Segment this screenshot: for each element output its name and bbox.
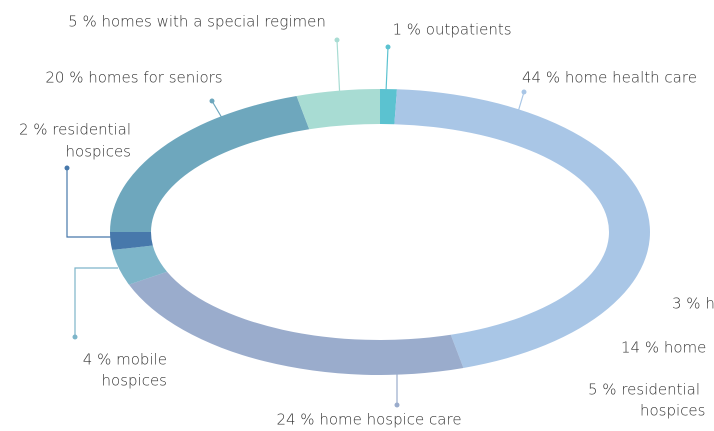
leader-line [66,168,113,238]
donut-segment [112,245,168,285]
data-label: hospices [66,143,131,161]
leader-line [74,267,118,337]
leader-dot [521,89,527,95]
clipped-label: 5 % residential [588,381,700,399]
leader-dot [334,37,340,43]
data-label: 24 % home hospice care [276,411,461,429]
leader-dot [385,44,391,50]
leader-dot [72,334,78,340]
donut-segment [128,271,464,375]
data-label: hospices [102,372,167,390]
data-label: 4 % mobile [83,351,167,369]
data-label: 20 % homes for seniors [45,69,222,87]
leader-line [517,91,525,113]
leader-dot [209,98,215,104]
clipped-label: 3 % h [672,295,714,313]
data-label: 1 % outpatients [392,21,511,39]
leader-dot [394,402,400,408]
donut-segment [110,232,153,250]
data-label: 2 % residential [19,121,131,139]
leader-line [211,100,223,119]
data-label: 44 % home health care [522,69,697,87]
clipped-label: 14 % home [621,339,706,357]
data-label: 5 % homes with a special regimen [68,13,326,31]
donut-segment [380,89,397,125]
leader-line [385,46,389,93]
donut-segment [296,89,380,130]
clipped-label: hospices [640,402,705,420]
donut-segment [110,95,310,232]
leader-dot [64,165,70,171]
donut-segment [394,89,650,369]
leader-line [336,39,341,101]
